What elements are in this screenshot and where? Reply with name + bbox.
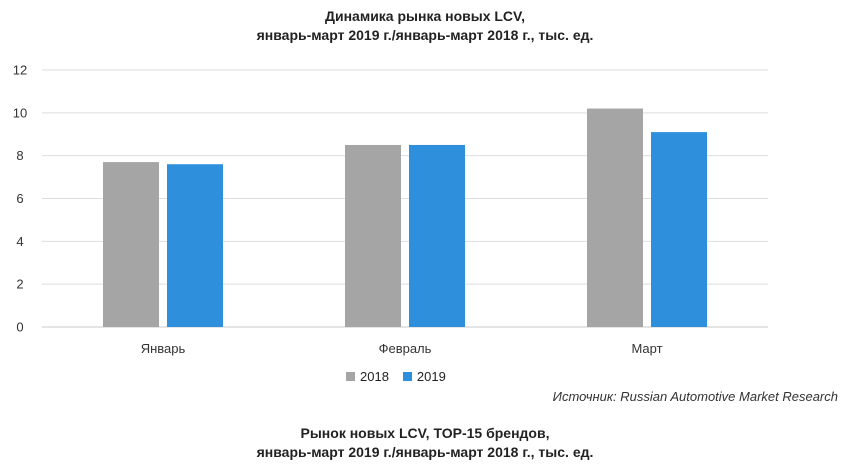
source-note: Источник: Russian Automotive Market Rese… [552,389,838,404]
bar-2019-3 [651,132,707,327]
legend-swatch-2018 [346,372,355,381]
y-tick-label-8: 8 [16,148,23,163]
x-tick-label-1: Январь [141,341,186,356]
legend: 2018 2019 [346,369,460,384]
next-chart-title-line-1: Рынок новых LCV, TOP-15 брендов, [300,425,550,441]
bar-chart: 0 2 4 6 8 10 12 Январь Февраль Март [13,63,768,356]
legend-label-2019: 2019 [416,369,446,384]
y-tick-label-0: 0 [16,320,23,335]
y-tick-label-6: 6 [16,191,23,206]
bar-2019-2 [409,144,465,327]
legend-item-2018: 2018 [346,369,389,384]
next-chart-title: Рынок новых LCV, TOP-15 брендов, январь-… [0,424,850,462]
legend-label-2018: 2018 [360,369,389,384]
chart-title: Динамика рынка новых LCV, январь-март 20… [0,7,850,45]
y-tick-label-2: 2 [16,277,23,292]
legend-item-2019: 2019 [402,369,446,384]
legend-swatch-2019 [402,372,412,381]
bar-2018-1 [103,162,159,327]
y-tick-label-4: 4 [16,234,23,249]
x-tick-label-3: Март [631,341,662,356]
y-tick-label-10: 10 [13,105,27,120]
x-tick-label-2: Февраль [379,341,432,356]
bar-2018-2 [345,144,401,327]
y-tick-label-12: 12 [13,63,27,78]
chart-title-line-1: Динамика рынка новых LCV, [325,8,525,24]
chart-title-line-2: январь-март 2019 г./январь-март 2018 г.,… [256,27,594,43]
bar-2018-3 [587,108,643,327]
next-chart-title-line-2: январь-март 2019 г./январь-март 2018 г.,… [256,444,594,460]
bar-2019-1 [167,164,223,327]
